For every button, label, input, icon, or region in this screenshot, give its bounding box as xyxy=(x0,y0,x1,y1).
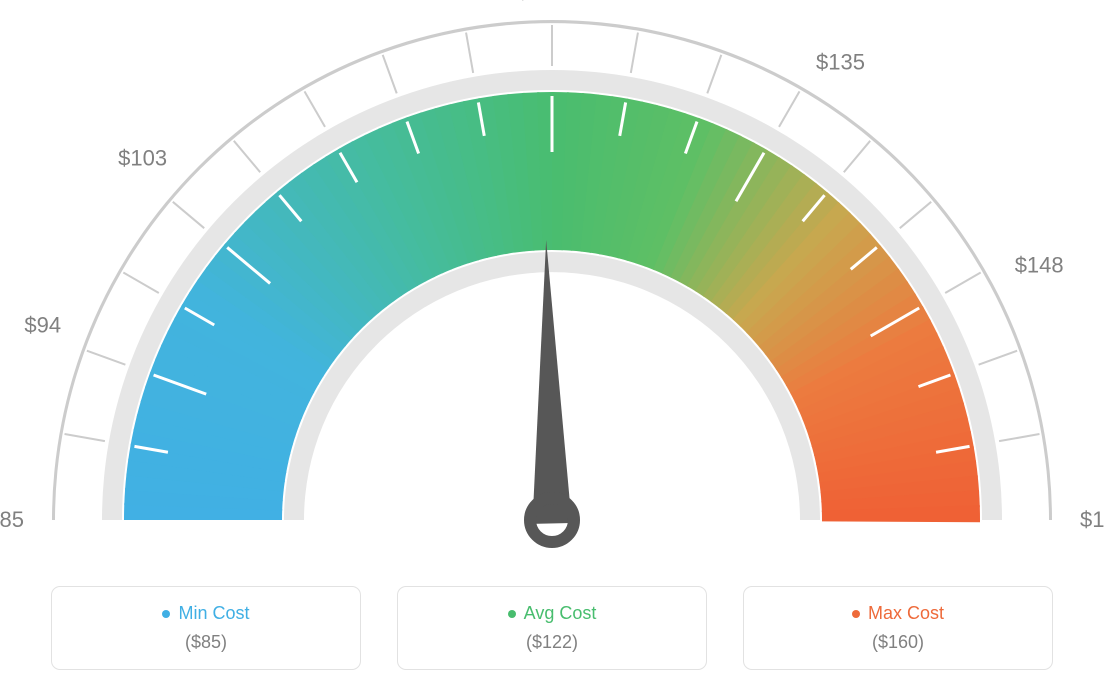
svg-text:$85: $85 xyxy=(0,507,24,532)
legend-value-avg: ($122) xyxy=(526,632,578,653)
dot-icon xyxy=(508,610,516,618)
legend-label-text: Max Cost xyxy=(868,603,944,624)
legend-value-max: ($160) xyxy=(872,632,924,653)
svg-text:$94: $94 xyxy=(24,313,61,338)
dot-icon xyxy=(852,610,860,618)
svg-text:$122: $122 xyxy=(516,0,565,4)
svg-text:$135: $135 xyxy=(816,50,865,75)
legend-label-text: Avg Cost xyxy=(524,603,597,624)
legend-card-avg: Avg Cost ($122) xyxy=(397,586,707,670)
legend-row: Min Cost ($85) Avg Cost ($122) Max Cost … xyxy=(0,586,1104,670)
legend-card-max: Max Cost ($160) xyxy=(743,586,1053,670)
legend-card-min: Min Cost ($85) xyxy=(51,586,361,670)
gauge-chart: $85 $94 $103 $122 $135 $148 $160 xyxy=(0,0,1104,560)
svg-text:$148: $148 xyxy=(1015,253,1064,278)
legend-label-min: Min Cost xyxy=(162,603,249,624)
svg-text:$103: $103 xyxy=(118,146,167,171)
gauge-svg: $85 $94 $103 $122 $135 $148 $160 xyxy=(0,0,1104,560)
svg-text:$160: $160 xyxy=(1080,507,1104,532)
cost-gauge-container: $85 $94 $103 $122 $135 $148 $160 Min Cost ($85… xyxy=(0,0,1104,690)
legend-label-max: Max Cost xyxy=(852,603,944,624)
legend-label-text: Min Cost xyxy=(178,603,249,624)
legend-value-min: ($85) xyxy=(185,632,227,653)
dot-icon xyxy=(162,610,170,618)
legend-label-avg: Avg Cost xyxy=(508,603,597,624)
